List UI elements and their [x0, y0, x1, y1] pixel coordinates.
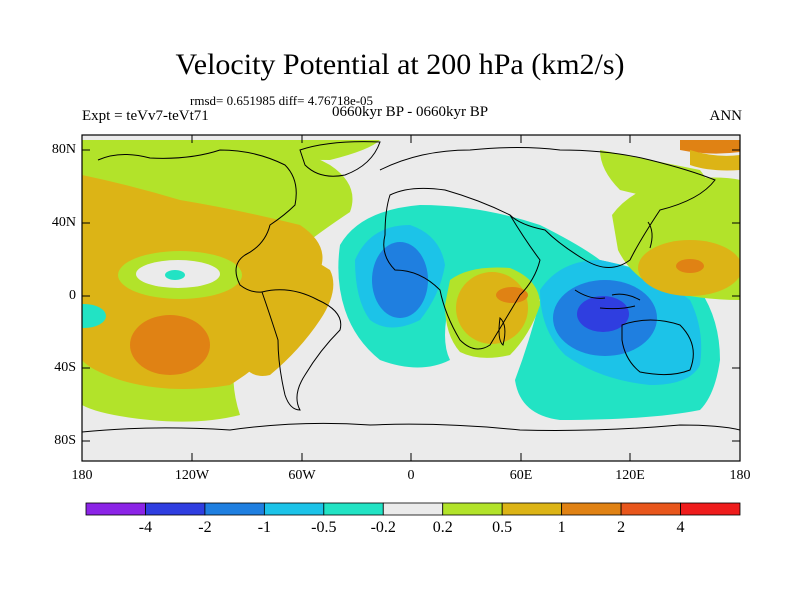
colorbar-swatch [323, 502, 384, 516]
contour-min-maritime [577, 296, 629, 332]
colorbar-label: -4 [138, 519, 153, 536]
colorbar-label: -1 [257, 519, 272, 536]
colorbar-swatch [204, 502, 265, 516]
contour-field [82, 135, 740, 461]
contour-cyan-edge [82, 304, 106, 328]
colorbar-swatch [382, 502, 444, 516]
coastlines [82, 141, 740, 433]
colorbar-swatch [145, 502, 206, 516]
contour-min-atlantic [372, 242, 428, 318]
coast-north-america [97, 149, 297, 293]
colorbar-swatch [680, 502, 741, 516]
y-tick-label: 40N [51, 215, 76, 230]
contour-orange-eafrica [456, 272, 528, 344]
coast-madagascar [498, 317, 506, 346]
coast-africa [383, 187, 541, 350]
experiment-label: Expt = teVv7-teVt71 [82, 108, 209, 124]
y-tick-label: 0 [69, 288, 76, 303]
colorbar-swatch [85, 502, 146, 516]
y-tick-label: 80N [51, 142, 76, 157]
coast-japan [647, 221, 653, 249]
contour-arctic-east [680, 140, 740, 154]
map-title: Velocity Potential at 200 hPa (km2/s) [175, 48, 625, 81]
contour-orange-atlantic [240, 240, 334, 376]
colorbar-label: 0.2 [432, 519, 453, 536]
coast-south-america [261, 289, 342, 411]
x-tick-label: 60E [509, 468, 533, 483]
contour-max-pacific [130, 315, 210, 375]
x-tick-label: 120W [174, 468, 210, 483]
colorbar [85, 502, 741, 516]
period-label: 0660kyr BP - 0660kyr BP [331, 104, 489, 120]
contour-max-eafrica [496, 287, 528, 303]
tick-marks [82, 135, 740, 461]
colorbar-label: 2 [617, 519, 626, 536]
colorbar-swatch [501, 502, 563, 516]
colorbar-label: -0.5 [311, 519, 337, 536]
colorbar-label: -2 [198, 519, 212, 536]
season-label: ANN [709, 108, 743, 124]
colorbar-swatch [620, 502, 681, 516]
y-tick-label: 40S [54, 360, 76, 375]
coast-antarctica [82, 422, 740, 433]
colorbar-swatch [263, 502, 325, 516]
contour-max-nwpacific [676, 259, 704, 273]
stats-text: rmsd= 0.651985 diff= 4.76718e-05 [190, 93, 374, 108]
coast-indonesia [574, 289, 641, 310]
x-tick-label: 180 [71, 468, 93, 483]
coast-greenland [299, 141, 381, 177]
colorbar-label: -0.2 [370, 519, 396, 536]
coast-australia [621, 319, 694, 376]
x-tick-label: 180 [729, 468, 751, 483]
colorbar-swatch [442, 502, 503, 516]
colorbar-label: 1 [557, 519, 566, 536]
y-tick-label: 80S [54, 433, 76, 448]
x-tick-label: 120E [615, 468, 645, 483]
x-tick-label: 60W [288, 468, 316, 483]
coast-eurasia [379, 147, 716, 268]
x-tick-label: 0 [407, 468, 415, 483]
colorbar-label: 0.5 [492, 519, 513, 536]
colorbar-label: 4 [676, 519, 685, 536]
colorbar-swatch [561, 502, 622, 516]
